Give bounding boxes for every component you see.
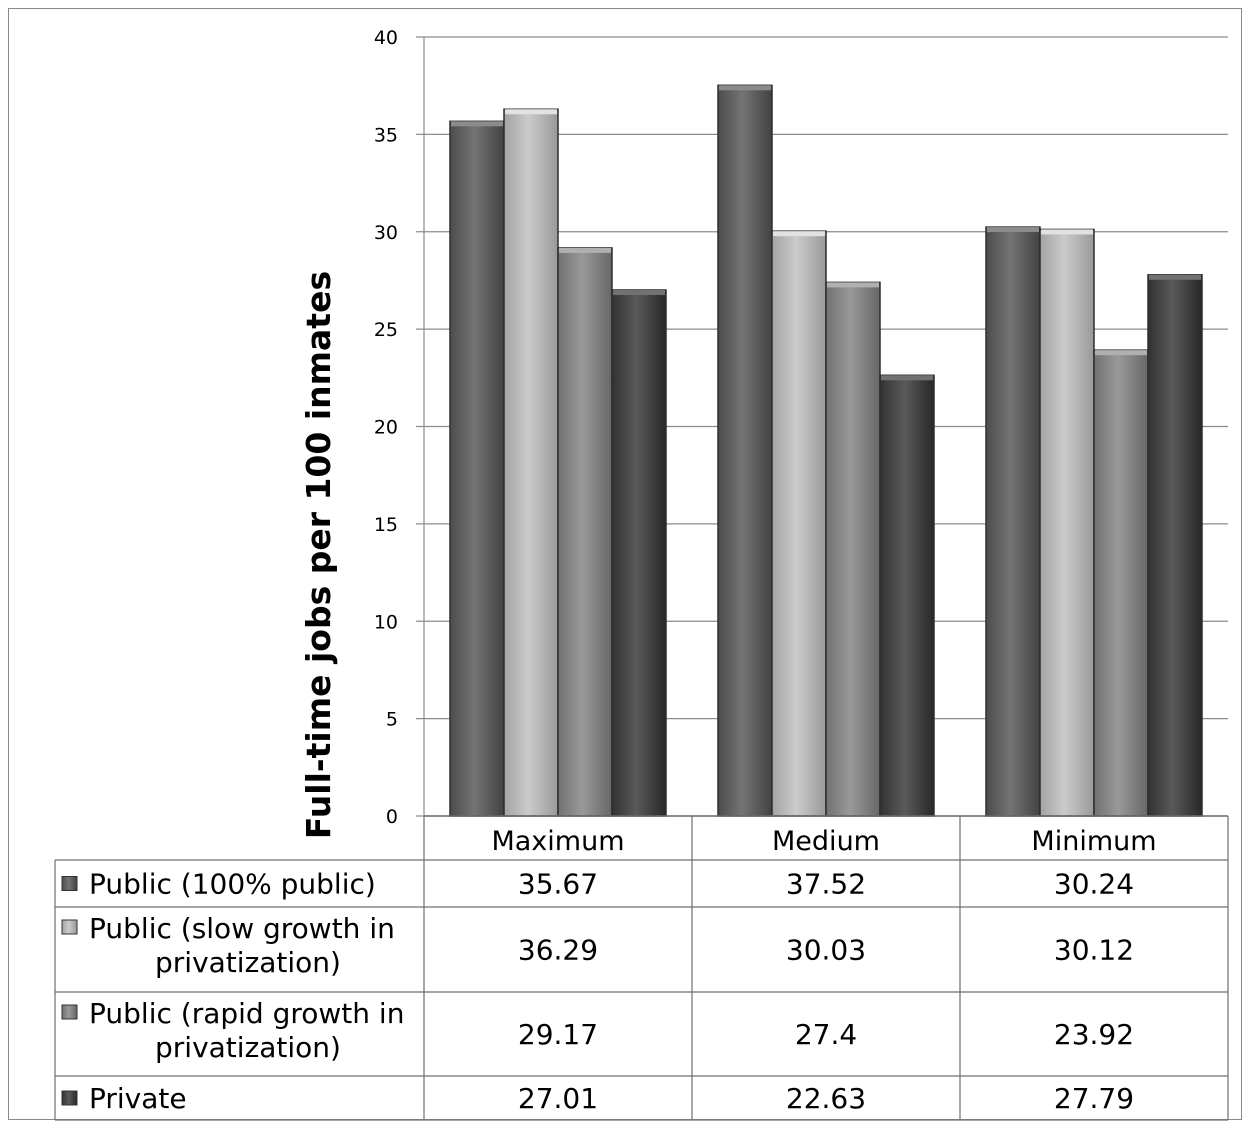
legend-key — [61, 1090, 78, 1106]
data-table-value: 29.17 — [518, 1018, 598, 1051]
y-tick-label: 5 — [386, 709, 398, 731]
data-table-value: 30.12 — [1054, 934, 1134, 967]
y-axis-title: Full-time jobs per 100 inmates — [299, 271, 338, 839]
data-table-value: 36.29 — [518, 934, 598, 967]
bar — [449, 120, 505, 817]
bar — [1093, 349, 1149, 817]
category-label: Medium — [772, 826, 880, 857]
data-table-value: 30.24 — [1054, 868, 1134, 901]
category-label: Minimum — [1031, 826, 1156, 857]
bar — [771, 230, 827, 817]
data-table-value: 27.01 — [518, 1082, 598, 1115]
bar-top-highlight — [719, 85, 771, 91]
data-table-value: 23.92 — [1054, 1018, 1134, 1051]
data-table-value: 35.67 — [518, 868, 598, 901]
data-table-value: 30.03 — [786, 934, 866, 967]
legend-label: Public (slow growth in — [89, 912, 395, 945]
legend-key — [61, 1004, 78, 1020]
y-tick-label: 20 — [374, 417, 398, 439]
y-tick-label: 10 — [374, 611, 398, 633]
bar-top-highlight — [613, 289, 665, 295]
bar-top-highlight — [987, 227, 1039, 233]
data-table-value: 22.63 — [786, 1082, 866, 1115]
bar — [1147, 274, 1203, 817]
bar-top-highlight — [1095, 350, 1147, 356]
legend-label: privatization) — [155, 1031, 341, 1064]
legend-key — [61, 876, 78, 891]
y-tick-label: 15 — [374, 514, 398, 536]
bar-top-highlight — [881, 375, 933, 381]
legend-label: privatization) — [155, 946, 341, 979]
y-tick-label: 25 — [374, 319, 398, 341]
bar-top-highlight — [1041, 229, 1093, 235]
bar-top-highlight — [451, 121, 503, 127]
legend-key — [61, 919, 78, 935]
bar-top-highlight — [773, 231, 825, 237]
bar-top-highlight — [827, 282, 879, 288]
data-table-value: 27.79 — [1054, 1082, 1134, 1115]
data-table-value: 27.4 — [795, 1018, 857, 1051]
y-tick-label: 30 — [374, 222, 398, 244]
legend-label: Public (100% public) — [89, 868, 376, 901]
bar — [825, 281, 881, 817]
bar — [717, 84, 773, 817]
bar-top-highlight — [1149, 274, 1201, 280]
legend-label: Private — [89, 1082, 187, 1115]
y-tick-label: 35 — [374, 124, 398, 146]
legend-label: Public (rapid growth in — [89, 997, 404, 1030]
bar — [1039, 228, 1095, 817]
bar-top-highlight — [505, 109, 557, 115]
data-table-value: 37.52 — [786, 868, 866, 901]
bar — [985, 226, 1041, 817]
y-tick-label: 40 — [374, 27, 398, 49]
bar — [879, 374, 935, 817]
y-tick-label: 0 — [386, 806, 398, 828]
bar — [611, 289, 667, 817]
bar-top-highlight — [559, 247, 611, 253]
bar — [503, 108, 559, 817]
category-label: Maximum — [491, 826, 624, 857]
bar — [557, 247, 613, 817]
